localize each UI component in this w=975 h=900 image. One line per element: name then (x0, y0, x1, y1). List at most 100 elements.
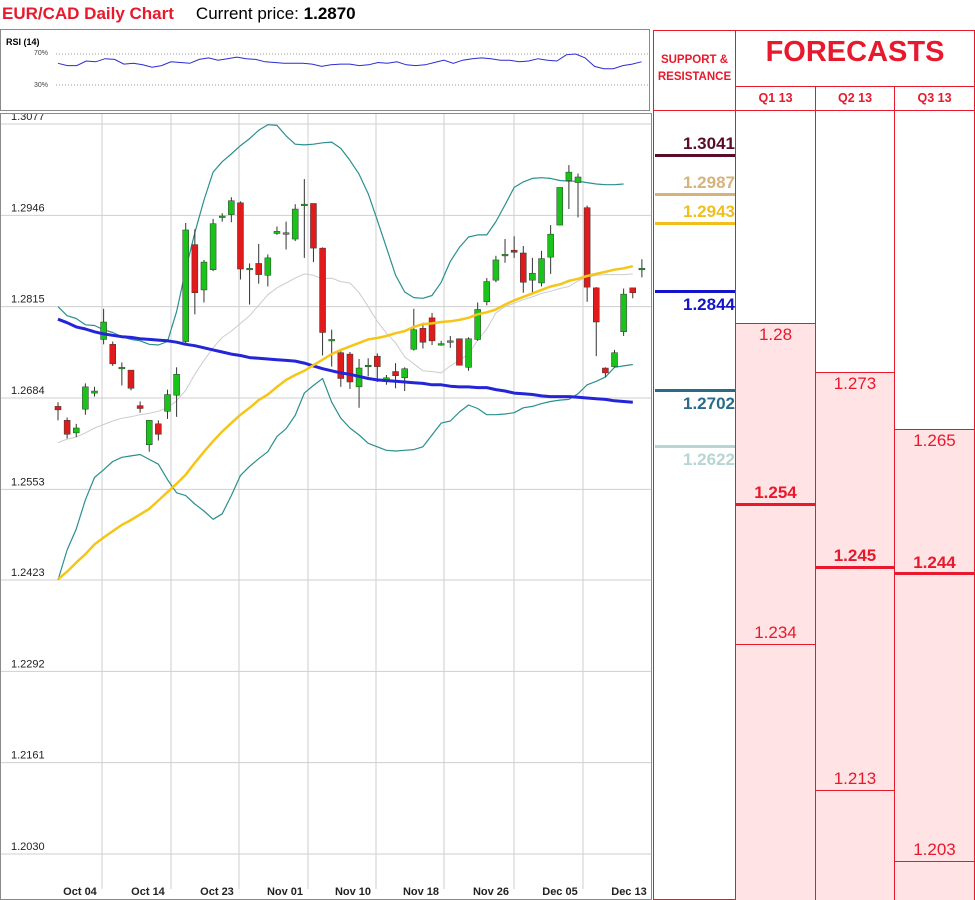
candle-body (538, 258, 545, 284)
x-tick-label: Dec 13 (611, 886, 646, 898)
candle-body (310, 203, 317, 249)
candle (91, 386, 98, 397)
y-tick-label: 1.2553 (11, 476, 45, 488)
candle (401, 367, 408, 392)
candle (273, 226, 281, 235)
candle-body (629, 287, 637, 293)
forecast-high-line (736, 323, 815, 324)
forecast-range-band (816, 372, 894, 900)
forecast-high-line (895, 429, 974, 430)
candle-body (583, 207, 591, 288)
y-tick-label: 1.2292 (11, 658, 45, 670)
x-tick-label: Oct 04 (63, 886, 98, 898)
y-tick-label: 1.2684 (11, 385, 45, 397)
candle (483, 278, 491, 306)
candle-body (291, 208, 299, 240)
candle (301, 179, 308, 258)
forecast-low-line (895, 861, 974, 862)
forecast-low-value: 1.203 (913, 840, 956, 859)
candle-body (529, 272, 536, 281)
candle-body (246, 268, 253, 271)
candle (246, 263, 253, 305)
candle-body (127, 369, 135, 389)
candle-body (145, 420, 153, 445)
candle-body (456, 338, 463, 366)
candle (638, 259, 646, 278)
candle-body (155, 423, 162, 435)
candle (565, 165, 573, 210)
candle (218, 213, 226, 222)
x-tick-label: Nov 18 (403, 886, 439, 898)
rsi-line (57, 53, 642, 70)
candle-body (173, 374, 180, 396)
forecast-low-line (736, 644, 815, 645)
candle (529, 257, 536, 295)
x-tick-label: Oct 14 (131, 886, 166, 898)
candle-body (437, 343, 445, 346)
candle (574, 173, 582, 218)
sr-level-value: 1.2987 (683, 173, 735, 192)
forecast-range-band (895, 429, 974, 900)
candle-body (237, 202, 244, 270)
quarter-q3-label: Q3 13 (917, 91, 952, 105)
candle-body (611, 352, 618, 367)
candle-body (401, 368, 408, 379)
candle (611, 349, 618, 368)
candle (602, 367, 609, 378)
candle (173, 367, 180, 417)
sr-level-value: 1.2622 (683, 450, 735, 469)
candle (510, 236, 518, 258)
rsi-label: RSI (14) (6, 37, 40, 47)
sr-level-line (655, 389, 735, 392)
candle-body (63, 420, 71, 435)
candle (237, 201, 244, 280)
candle (264, 254, 272, 287)
candle-body (100, 321, 107, 340)
candle-body (118, 367, 126, 370)
price-chart-plot: 1.3077 1.2946 1.2815 1.2684 1.2553 1.2423 1.22… (1, 114, 651, 898)
sr-level-value: 1.3041 (683, 134, 735, 153)
candle-body (620, 293, 627, 333)
candle-body (602, 367, 609, 374)
candle-body (556, 187, 564, 226)
candle (54, 402, 62, 421)
sr-level-value: 1.2943 (683, 202, 735, 221)
candle (100, 308, 107, 345)
candle-body (492, 259, 500, 281)
forecast-low-value: 1.234 (754, 623, 797, 642)
candle-body (328, 339, 335, 342)
candle-body (520, 252, 527, 283)
forecast-mid-value: 1.254 (754, 483, 797, 502)
candle (392, 363, 399, 389)
candle-body (374, 355, 381, 367)
candle (291, 204, 299, 242)
y-tick-label: 1.2815 (11, 294, 45, 306)
candle-body (164, 394, 171, 412)
rsi-panel: RSI (14) 70% 30% (0, 29, 650, 111)
candle-body (209, 223, 217, 270)
candle-body (593, 287, 600, 323)
bollinger-upper-line (57, 124, 624, 346)
candle (145, 420, 153, 452)
current-price-value: 1.2870 (303, 4, 356, 23)
x-tick-label: Nov 10 (335, 886, 371, 898)
support-resistance-header: SUPPORT & RESISTANCE (654, 52, 735, 86)
candle (127, 369, 135, 391)
y-tick-label: 1.3077 (11, 114, 45, 123)
candle-body (419, 328, 427, 343)
candle-body (255, 263, 262, 275)
candle-body (54, 406, 62, 411)
candle (428, 312, 436, 346)
candle (355, 358, 363, 408)
candle-body (109, 344, 116, 365)
candle (538, 250, 545, 287)
candle (410, 308, 418, 351)
candle (629, 287, 637, 299)
bollinger-lower-line (57, 363, 633, 581)
candle-body (273, 231, 281, 234)
rsi-tick-30: 30% (34, 82, 49, 89)
candle (164, 389, 171, 419)
candle (109, 341, 116, 366)
candle-body (182, 229, 189, 342)
middle-band-line (57, 273, 633, 444)
